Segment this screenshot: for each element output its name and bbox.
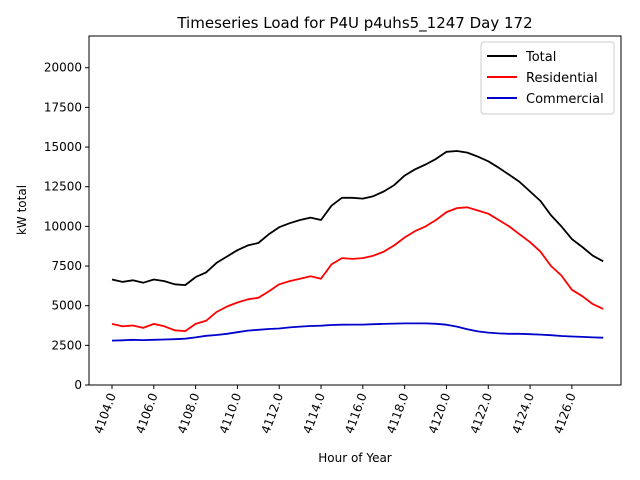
y-axis: 0 2500 5000 7500 10000 12500 15000 17500 20000	[44, 61, 89, 392]
y-axis-label: kW total	[15, 185, 29, 235]
x-tick-label: 4126.0	[551, 391, 579, 435]
x-tick-label: 4116.0	[342, 391, 370, 435]
chart-title: Timeseries Load for P4U p4uhs5_1247 Day …	[176, 14, 532, 33]
series-line-commercial	[111, 322, 604, 342]
x-tick-label: 4108.0	[175, 391, 203, 435]
y-tick-label: 2500	[51, 338, 82, 352]
plot-frame	[88, 35, 622, 386]
x-tick-label: 4110.0	[217, 391, 245, 435]
y-tick-label: 7500	[51, 259, 82, 273]
y-tick-label: 15000	[44, 140, 82, 154]
x-tick-label: 4118.0	[384, 391, 412, 435]
legend: Total Residential Commercial	[480, 41, 615, 115]
y-tick-label: 20000	[44, 61, 82, 75]
series-layer	[111, 150, 604, 342]
y-tick-label: 17500	[44, 100, 82, 114]
x-axis: 4104.0 4106.0 4108.0 4110.0 4112.0 4114.0 4116…	[91, 385, 579, 435]
x-tick-label: 4120.0	[426, 391, 454, 435]
y-tick-label: 10000	[44, 219, 82, 233]
x-axis-label: Hour of Year	[318, 451, 392, 465]
x-tick-label: 4114.0	[300, 391, 328, 435]
y-tick-label: 5000	[51, 299, 82, 313]
x-tick-label: 4124.0	[509, 391, 537, 435]
x-tick-label: 4122.0	[468, 391, 496, 435]
y-tick-label: 12500	[44, 180, 82, 194]
x-tick-label: 4106.0	[133, 391, 161, 435]
y-tick-label: 0	[74, 378, 82, 392]
series-line-residential	[111, 206, 604, 333]
legend-box	[480, 41, 615, 115]
legend-label-residential: Residential	[526, 71, 598, 86]
legend-label-total: Total	[525, 50, 556, 65]
legend-label-commercial: Commercial	[526, 92, 604, 107]
series-line-total	[111, 150, 604, 287]
x-tick-label: 4104.0	[91, 391, 119, 435]
x-tick-label: 4112.0	[259, 391, 287, 435]
